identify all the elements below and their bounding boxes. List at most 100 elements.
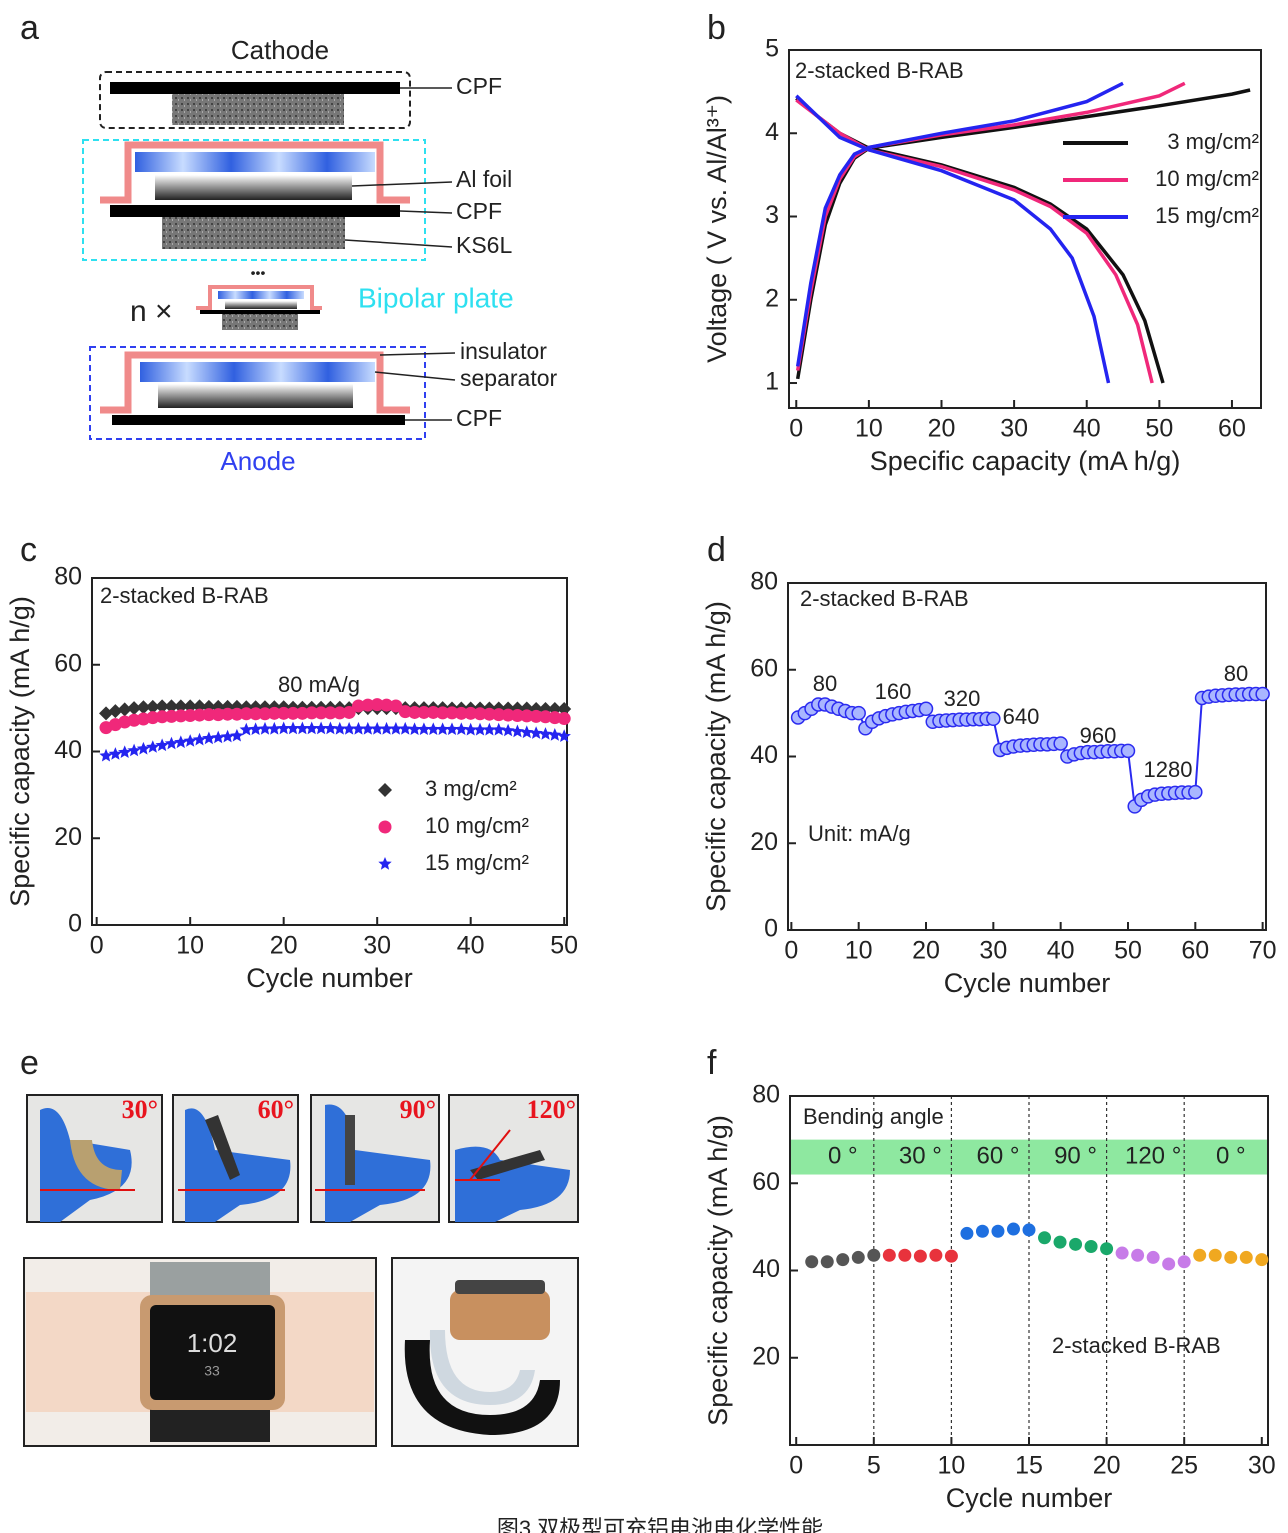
x-tick-label: 0 xyxy=(789,415,803,443)
y-tick-label: 0 xyxy=(764,915,778,943)
label: Al foil xyxy=(456,166,512,192)
label: n × xyxy=(130,295,173,328)
annotation: 2-stacked B-RAB xyxy=(1052,1333,1221,1358)
y-tick-label: 5 xyxy=(765,35,779,63)
marker xyxy=(852,1251,865,1264)
separator xyxy=(218,291,304,299)
y-tick-label: 80 xyxy=(752,1081,780,1109)
marker xyxy=(821,1255,834,1268)
annotation: 160 xyxy=(875,679,912,704)
y-tick-label: 2 xyxy=(765,284,779,312)
marker xyxy=(109,747,122,760)
x-axis-label: Specific capacity (mA h/g) xyxy=(870,446,1181,476)
x-tick-label: 0 xyxy=(789,1452,803,1480)
angle-label: 60° xyxy=(258,1095,294,1124)
panel-label: a xyxy=(20,9,39,47)
marker xyxy=(1193,1249,1206,1262)
marker xyxy=(221,730,234,743)
marker xyxy=(379,821,392,834)
x-tick-label: 5 xyxy=(867,1452,881,1480)
cpf xyxy=(110,205,400,217)
marker xyxy=(1209,1249,1222,1262)
marker xyxy=(1131,1249,1144,1262)
marker xyxy=(1240,1251,1253,1264)
marker xyxy=(127,744,140,757)
annotation: 2-stacked B-RAB xyxy=(795,58,964,83)
marker xyxy=(202,732,215,745)
x-axis-label: Cycle number xyxy=(946,1483,1113,1513)
marker xyxy=(991,1225,1004,1238)
cpf xyxy=(112,415,405,425)
label: Bipolar plate xyxy=(358,282,514,313)
marker xyxy=(184,734,197,747)
marker xyxy=(1054,737,1067,750)
cpf xyxy=(110,82,400,94)
y-axis-label: Specific capacity (mA h/g) xyxy=(703,1115,733,1426)
plot-frame xyxy=(788,583,1266,930)
x-tick-label: 10 xyxy=(937,1452,965,1480)
marker xyxy=(1189,786,1202,799)
label: CPF xyxy=(456,73,502,99)
al-foil xyxy=(155,175,352,200)
marker xyxy=(914,1250,927,1263)
panel-label: b xyxy=(707,9,726,47)
marker xyxy=(268,722,281,735)
photos: 30° 60° 90° 120° xyxy=(24,1095,578,1446)
x-axis-label: Cycle number xyxy=(246,963,413,993)
band-label: 0 ° xyxy=(828,1142,858,1169)
marker xyxy=(99,749,112,762)
y-tick-label: 80 xyxy=(750,568,778,596)
x-tick-label: 70 xyxy=(1249,937,1277,965)
label: KS6L xyxy=(456,232,512,258)
marker xyxy=(1121,744,1134,757)
marker xyxy=(1023,1223,1036,1236)
x-tick-label: 60 xyxy=(1181,937,1209,965)
marker xyxy=(1100,1242,1113,1255)
marker xyxy=(193,733,206,746)
label: ••• xyxy=(251,265,266,281)
schematic: Cathode n × ••• Bipolar plate Anode CPF … xyxy=(83,35,558,476)
chart: 01020304050020406080Cycle numberSpecific… xyxy=(5,563,578,994)
y-tick-label: 60 xyxy=(752,1168,780,1196)
photo: 120° xyxy=(449,1095,578,1222)
x-tick-label: 50 xyxy=(1145,415,1173,443)
annotation: 80 mA/g xyxy=(278,672,360,697)
marker xyxy=(867,1249,880,1262)
marker xyxy=(378,857,391,870)
x-tick-label: 15 xyxy=(1015,1452,1043,1480)
cpf xyxy=(200,310,320,314)
marker xyxy=(1038,1231,1051,1244)
marker xyxy=(920,702,933,715)
marker xyxy=(883,1249,896,1262)
y-tick-label: 20 xyxy=(54,823,82,851)
y-tick-label: 40 xyxy=(54,736,82,764)
y-tick-label: 60 xyxy=(54,649,82,677)
marker xyxy=(976,1225,989,1238)
ks6l xyxy=(222,314,298,330)
legend-label: 3 mg/cm² xyxy=(1167,129,1259,154)
annotation: 1280 xyxy=(1144,757,1193,782)
marker xyxy=(852,707,865,720)
ks6l xyxy=(172,94,344,125)
annotation: Unit: mA/g xyxy=(808,821,911,846)
band-label: 90 ° xyxy=(1054,1142,1097,1169)
chart: 010203040506070020406080Cycle numberSpec… xyxy=(701,568,1276,999)
band-label: 120 ° xyxy=(1125,1142,1181,1169)
marker xyxy=(146,740,159,753)
marker xyxy=(558,712,571,725)
label: Anode xyxy=(220,446,295,476)
annotation: 640 xyxy=(1003,704,1040,729)
x-axis-label: Cycle number xyxy=(944,968,1111,998)
legend-label: 15 mg/cm² xyxy=(425,850,529,875)
plot-frame xyxy=(789,50,1261,408)
marker xyxy=(1178,1255,1191,1268)
panel-label: f xyxy=(707,1044,717,1082)
panel-label: c xyxy=(20,531,37,569)
y-tick-label: 0 xyxy=(68,910,82,938)
marker xyxy=(249,722,262,735)
annotation: 80 xyxy=(813,671,837,696)
band-label: 0 ° xyxy=(1216,1142,1246,1169)
x-tick-label: 20 xyxy=(1093,1452,1121,1480)
